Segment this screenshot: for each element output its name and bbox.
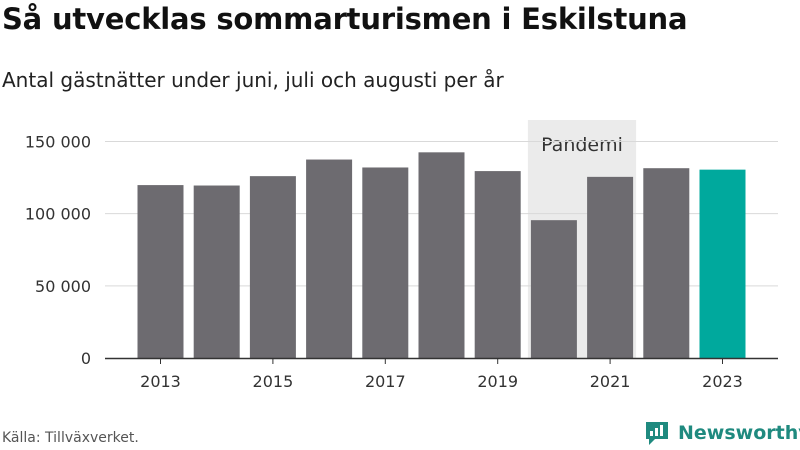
bar-2023 (699, 169, 746, 358)
brand-logo: Newsworthy (644, 420, 800, 446)
bar-2021 (587, 176, 634, 358)
brand-name: Newsworthy (678, 422, 800, 444)
x-tick-label: 2023 (702, 372, 743, 391)
x-tick-label: 2015 (253, 372, 294, 391)
bar-2013 (137, 185, 184, 358)
pandemic-label: Pandemi (541, 134, 623, 156)
bar-2018 (418, 152, 465, 358)
y-tick-label: 0 (81, 349, 91, 368)
y-tick-label: 150 000 (25, 133, 91, 152)
bar-2022 (643, 168, 690, 358)
bar-2016 (306, 159, 353, 358)
x-tick-label: 2019 (477, 372, 518, 391)
y-tick-label: 50 000 (35, 277, 91, 296)
x-tick-label: 2017 (365, 372, 406, 391)
source-note: Källa: Tillväxverket. (2, 430, 139, 446)
bar-2019 (474, 171, 521, 358)
newsworthy-logo-icon (646, 422, 668, 445)
chart-subtitle: Antal gästnätter under juni, juli och au… (2, 68, 504, 92)
x-tick-label: 2021 (590, 372, 631, 391)
bar-2015 (249, 176, 296, 358)
y-tick-label: 100 000 (25, 205, 91, 224)
bar-2017 (362, 167, 409, 358)
bar-2014 (193, 185, 240, 358)
x-tick-label: 2013 (140, 372, 181, 391)
bar-2020 (530, 220, 577, 358)
chart-title: Så utvecklas sommarturismen i Eskilstuna (2, 2, 688, 36)
